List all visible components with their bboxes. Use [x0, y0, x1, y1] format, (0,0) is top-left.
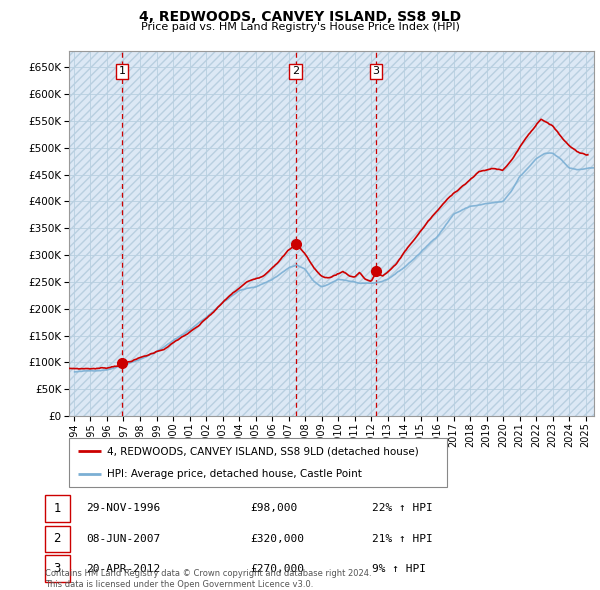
Text: £320,000: £320,000	[250, 534, 304, 544]
Text: 08-JUN-2007: 08-JUN-2007	[86, 534, 160, 544]
Text: 21% ↑ HPI: 21% ↑ HPI	[372, 534, 433, 544]
Text: 2: 2	[292, 67, 299, 76]
Text: 1: 1	[119, 67, 125, 76]
Text: Contains HM Land Registry data © Crown copyright and database right 2024.
This d: Contains HM Land Registry data © Crown c…	[45, 569, 371, 589]
Text: £98,000: £98,000	[250, 503, 297, 513]
Text: 3: 3	[373, 67, 380, 76]
FancyBboxPatch shape	[44, 555, 70, 582]
FancyBboxPatch shape	[44, 526, 70, 552]
Text: 2: 2	[53, 532, 61, 546]
Text: 1: 1	[53, 502, 61, 514]
FancyBboxPatch shape	[44, 495, 70, 522]
Text: 4, REDWOODS, CANVEY ISLAND, SS8 9LD: 4, REDWOODS, CANVEY ISLAND, SS8 9LD	[139, 10, 461, 24]
Text: 22% ↑ HPI: 22% ↑ HPI	[372, 503, 433, 513]
Text: 9% ↑ HPI: 9% ↑ HPI	[372, 564, 426, 574]
Text: 29-NOV-1996: 29-NOV-1996	[86, 503, 160, 513]
Text: 3: 3	[53, 562, 61, 575]
FancyBboxPatch shape	[69, 438, 447, 487]
Text: 20-APR-2012: 20-APR-2012	[86, 564, 160, 574]
Text: £270,000: £270,000	[250, 564, 304, 574]
Text: HPI: Average price, detached house, Castle Point: HPI: Average price, detached house, Cast…	[107, 468, 362, 478]
Text: Price paid vs. HM Land Registry's House Price Index (HPI): Price paid vs. HM Land Registry's House …	[140, 22, 460, 32]
Text: 4, REDWOODS, CANVEY ISLAND, SS8 9LD (detached house): 4, REDWOODS, CANVEY ISLAND, SS8 9LD (det…	[107, 447, 419, 457]
